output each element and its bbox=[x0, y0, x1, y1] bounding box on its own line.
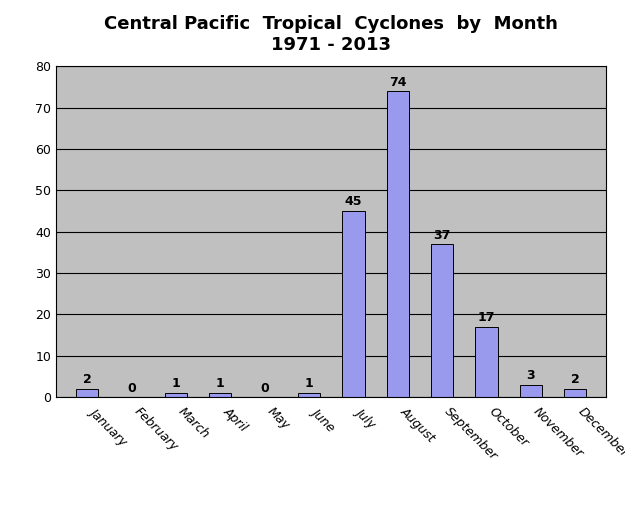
Text: 1: 1 bbox=[216, 377, 225, 390]
Text: 3: 3 bbox=[526, 369, 535, 382]
Bar bbox=[165, 393, 187, 397]
Bar bbox=[342, 211, 364, 397]
Bar bbox=[387, 91, 409, 397]
Bar bbox=[520, 385, 542, 397]
Bar bbox=[564, 389, 586, 397]
Text: 1: 1 bbox=[172, 377, 181, 390]
Text: 0: 0 bbox=[127, 382, 136, 394]
Text: 74: 74 bbox=[389, 75, 406, 89]
Title: Central Pacific  Tropical  Cyclones  by  Month
1971 - 2013: Central Pacific Tropical Cyclones by Mon… bbox=[104, 15, 558, 53]
Bar bbox=[298, 393, 320, 397]
Text: 0: 0 bbox=[261, 382, 269, 394]
Bar bbox=[209, 393, 231, 397]
Text: 1: 1 bbox=[305, 377, 314, 390]
Text: 2: 2 bbox=[83, 373, 92, 386]
Bar bbox=[431, 244, 453, 397]
Text: 37: 37 bbox=[434, 229, 451, 242]
Bar bbox=[76, 389, 98, 397]
Text: 17: 17 bbox=[478, 311, 495, 324]
Text: 45: 45 bbox=[344, 195, 362, 209]
Bar bbox=[476, 327, 498, 397]
Text: 2: 2 bbox=[571, 373, 579, 386]
